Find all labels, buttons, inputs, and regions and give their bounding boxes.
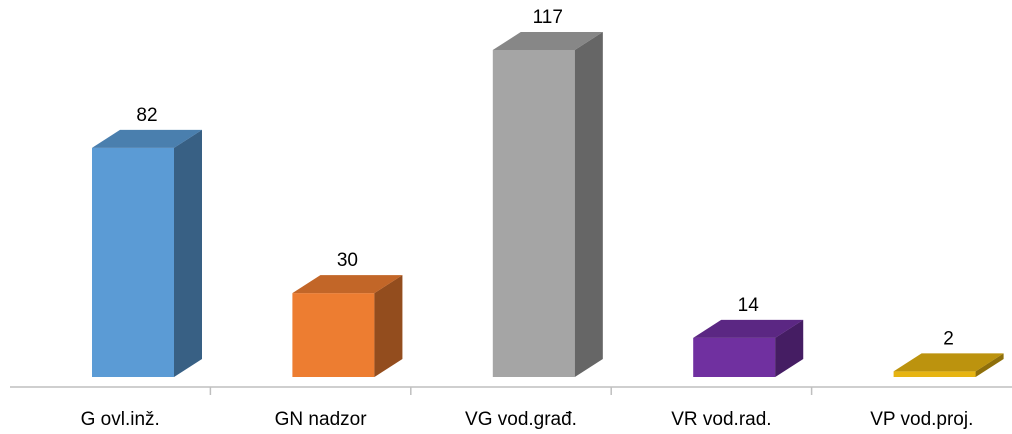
x-tick-label: VG vod.građ. [465, 409, 577, 430]
bar-side-shade [775, 319, 804, 377]
bar [92, 129, 202, 377]
bar-side-shade [975, 353, 1004, 377]
bar-front [92, 147, 174, 377]
x-tick-label: G ovl.inž. [81, 409, 160, 430]
value-label: 14 [738, 295, 760, 316]
bar-side [975, 353, 1004, 377]
bar-side [775, 319, 804, 377]
bar-side-shade [574, 32, 603, 377]
value-label: 82 [136, 105, 157, 126]
bar [492, 32, 603, 377]
bar-front [693, 337, 776, 377]
bar-top-shade [693, 319, 804, 338]
x-tick-label: GN nadzor [275, 409, 368, 430]
bar-front [292, 293, 375, 377]
bar-top [492, 32, 603, 50]
bar-front [893, 371, 976, 377]
bar-top-shade [92, 129, 202, 148]
bar [893, 353, 1004, 377]
bar [693, 319, 804, 377]
x-tick-label: VR vod.rad. [671, 409, 771, 430]
value-label: 117 [533, 7, 563, 28]
bar-front [492, 50, 575, 377]
bar-top-shade [492, 32, 603, 50]
bar-top [92, 129, 202, 148]
bar [292, 275, 403, 377]
bar-top [693, 319, 804, 338]
bar-side [174, 129, 202, 377]
bar-side-shade [374, 275, 403, 377]
bar-top-shade [292, 275, 403, 294]
bar-side-shade [174, 129, 202, 377]
bar-side [574, 32, 603, 377]
bar-top [292, 275, 403, 294]
value-label: 30 [337, 250, 358, 271]
bar-top-shade [893, 353, 1004, 372]
value-label: 2 [943, 328, 954, 349]
bar-side [374, 275, 403, 377]
x-tick-label: VP vod.proj. [870, 409, 973, 430]
bar-top [893, 353, 1004, 372]
